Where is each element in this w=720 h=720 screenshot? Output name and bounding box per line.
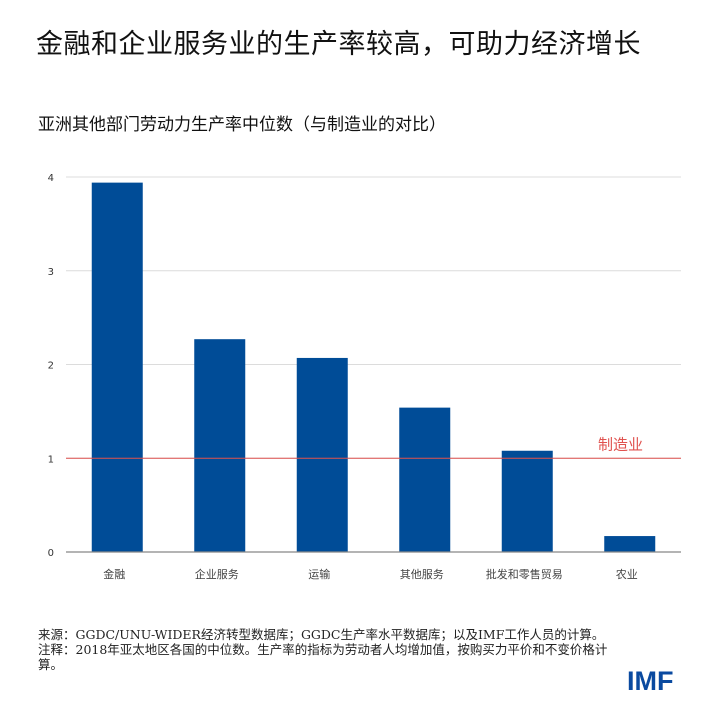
- y-tick-label: 3: [48, 267, 54, 278]
- x-tick-label: 批发和零售贸易: [486, 567, 563, 581]
- x-tick-label: 企业服务: [195, 567, 239, 581]
- y-tick-label: 0: [48, 548, 54, 559]
- chart-title: 金融和企业服务业的生产率较高，可助力经济增长: [36, 29, 641, 60]
- x-tick-label: 金融: [103, 567, 125, 581]
- bar: [399, 407, 451, 552]
- x-tick-label: 农业: [616, 567, 638, 581]
- y-tick-label: 1: [48, 454, 54, 465]
- bar: [194, 339, 246, 552]
- reference-line-label: 制造业: [598, 435, 643, 453]
- bar: [296, 357, 348, 552]
- x-tick-label: 其他服务: [400, 568, 444, 581]
- source-note: 来源：GGDC/UNU-WIDER经济转型数据库；GGDC生产率水平数据库；以及…: [38, 627, 605, 642]
- y-tick-label: 2: [48, 361, 54, 372]
- footnote: 注释：2018年亚太地区各国的中位数。生产率的指标为劳动者人均增加值，按购买力平…: [38, 642, 608, 672]
- notes: 来源：GGDC/UNU-WIDER经济转型数据库；GGDC生产率水平数据库；以及…: [38, 627, 618, 672]
- bar: [501, 450, 553, 552]
- y-tick-label: 4: [48, 173, 54, 184]
- imf-logo: IMF: [627, 666, 674, 696]
- bar: [604, 536, 656, 552]
- bar-chart: 0 1 2 3 4 金融 企业服务 运输 其他服务 批发和零售贸易 农业 制造业: [48, 173, 681, 581]
- bar: [91, 182, 143, 552]
- x-tick-label: 运输: [308, 567, 330, 581]
- chart-subtitle: 亚洲其他部门劳动力生产率中位数（与制造业的对比）: [38, 115, 446, 135]
